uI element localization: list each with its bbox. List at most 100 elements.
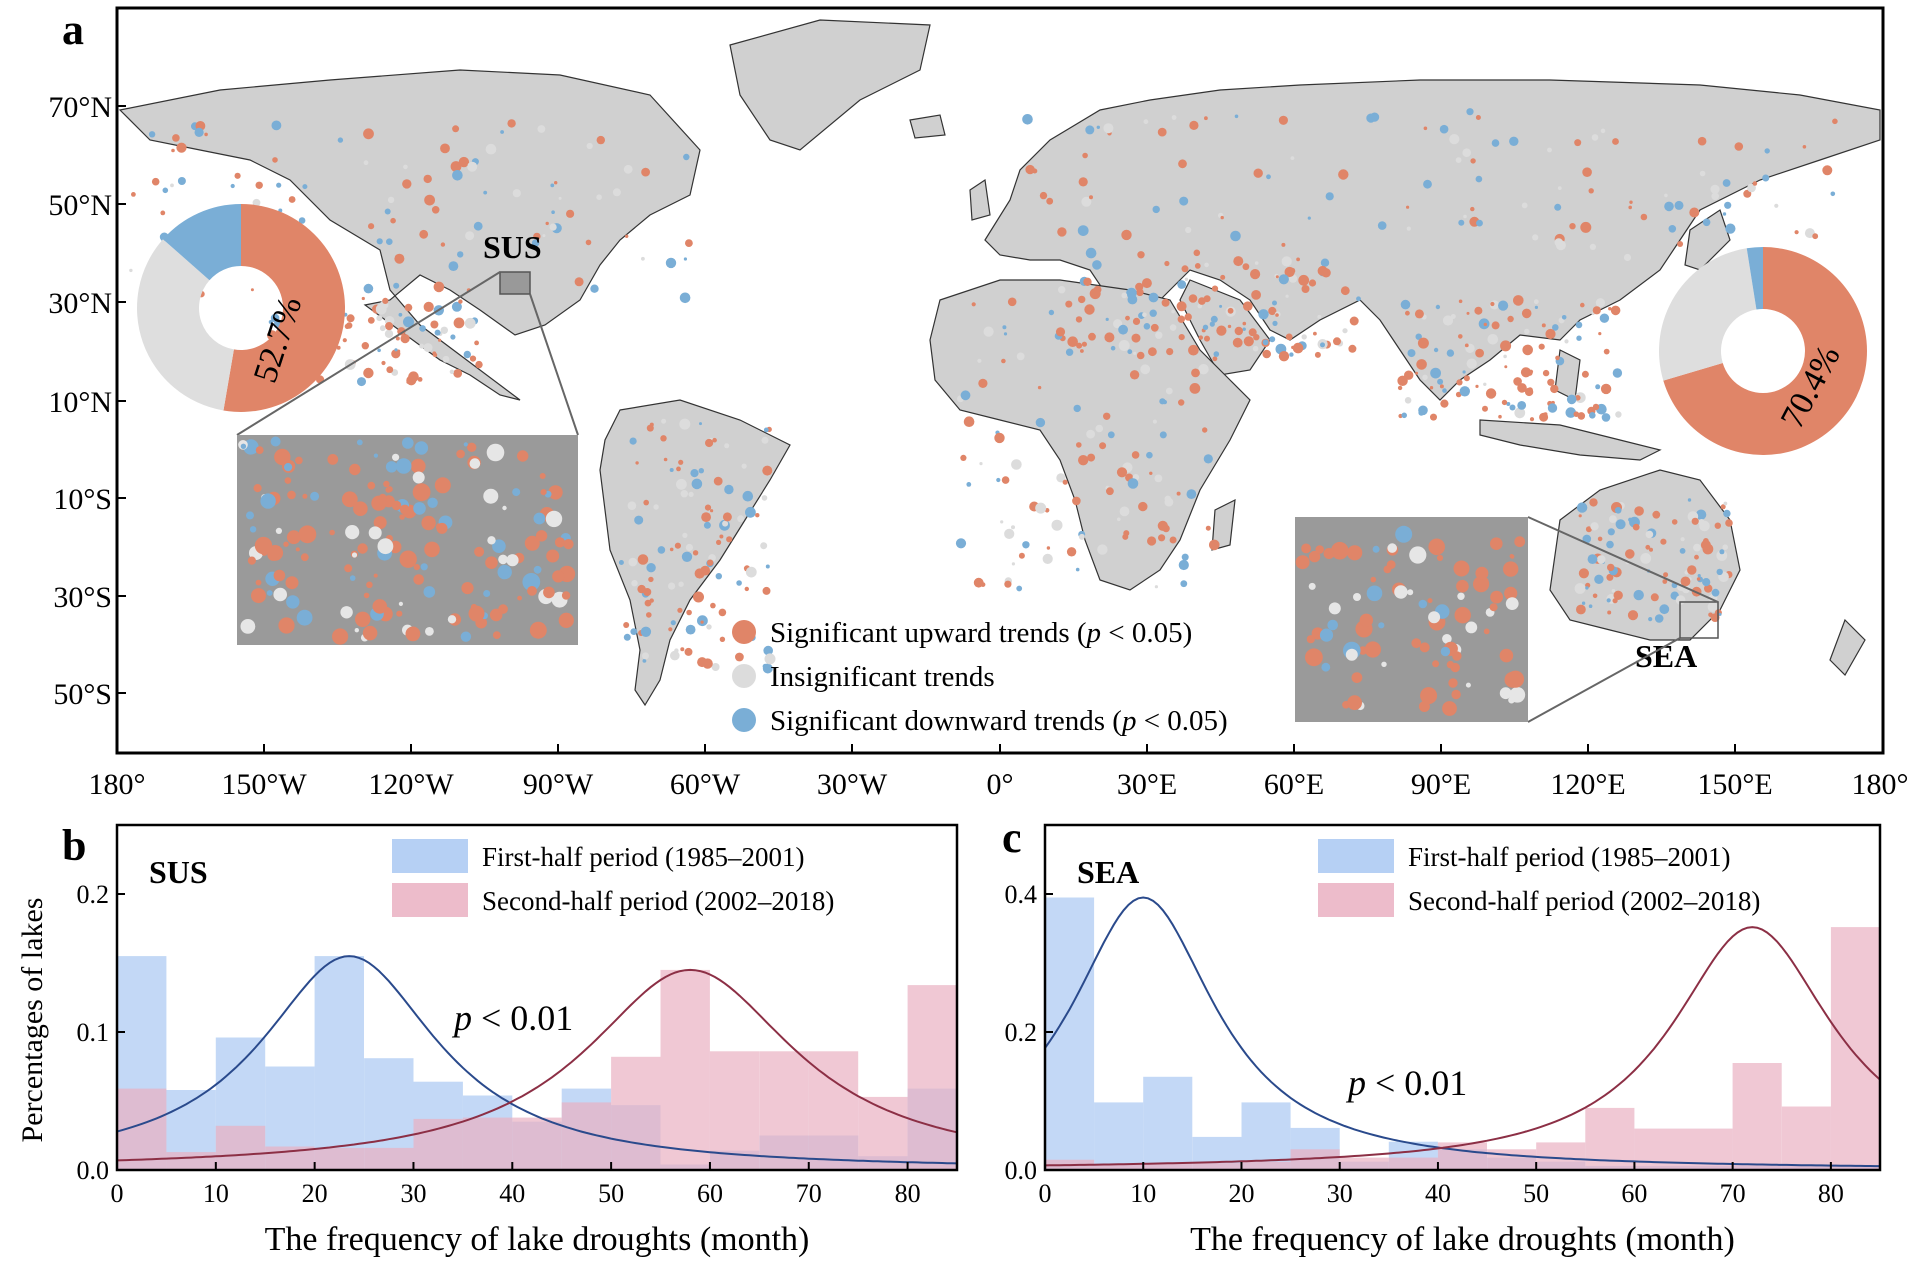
inset-lake-dot: [545, 510, 563, 528]
lake-dot: [1400, 299, 1411, 310]
lake-dot: [268, 319, 273, 325]
lake-dot: [1569, 223, 1576, 230]
lake-dot: [710, 602, 716, 609]
lake-dot: [1723, 501, 1728, 506]
lake-dot: [1774, 203, 1779, 208]
histogram-bar: [1094, 1102, 1144, 1170]
lake-dot: [1340, 286, 1350, 296]
lake-dot: [1422, 374, 1428, 380]
lake-dot: [674, 542, 682, 549]
inset-lake-dot: [341, 491, 358, 508]
lake-dot: [1752, 181, 1758, 186]
lake-dot: [449, 369, 455, 374]
lake-dot: [1035, 502, 1047, 514]
lake-dot: [648, 576, 654, 583]
lake-dot: [1565, 407, 1577, 418]
lake-dot: [763, 645, 773, 656]
lake-dot: [1677, 241, 1684, 247]
lake-dot: [432, 351, 437, 356]
lake-dot: [1711, 588, 1720, 597]
p-value-annotation: p < 0.01: [1345, 1063, 1467, 1103]
lake-dot: [1725, 519, 1733, 527]
lake-dot: [430, 320, 439, 329]
inset-lake-dot: [1301, 543, 1311, 554]
inset-lake-dot: [512, 488, 521, 497]
inset-lake-dot: [1419, 642, 1430, 653]
lake-dot: [1089, 288, 1101, 300]
lake-dot: [1242, 321, 1247, 326]
inset-lake-dot: [414, 441, 429, 455]
lake-dot: [1475, 348, 1484, 358]
lake-dot: [1716, 568, 1723, 576]
lake-dot: [440, 143, 450, 154]
lake-dot: [1169, 536, 1177, 544]
britain: [969, 178, 991, 221]
lake-dot: [1298, 274, 1310, 286]
inset-lake-dot: [396, 610, 403, 617]
panel-c-plot: 0 10 20 30 40 50 60 70 80 0.0 0.2 0.4 The frequency …: [1005, 823, 1882, 1258]
lake-dot: [1066, 547, 1077, 557]
lake-dot: [663, 457, 668, 462]
lake-dot: [715, 573, 722, 580]
inset-lake-dot: [373, 453, 378, 458]
lake-dot: [1132, 317, 1141, 325]
legend-swatch: [1318, 883, 1394, 917]
lake-dot: [960, 454, 967, 461]
lake-dot: [1450, 314, 1456, 319]
lake-dot: [1210, 315, 1218, 323]
panel-c-label: c: [1002, 813, 1022, 862]
lake-dot: [1150, 323, 1159, 332]
lake-dot: [1116, 467, 1128, 478]
lake-dot: [1301, 334, 1307, 340]
lake-dot: [1577, 412, 1586, 420]
lake-dot: [1406, 205, 1410, 209]
lake-dot: [1557, 186, 1562, 191]
lake-dot: [1722, 544, 1728, 550]
inset-lake-dot: [240, 619, 256, 634]
lake-dot: [1547, 403, 1558, 413]
lake-dot: [1107, 431, 1115, 439]
inset-lake-dot: [492, 631, 501, 639]
inset-lake-dot: [1465, 682, 1471, 688]
lake-dot: [1085, 125, 1095, 135]
legend-label: Second-half period (2002–2018): [482, 886, 834, 916]
lake-dot: [1614, 507, 1622, 514]
inset-lake-dot: [485, 556, 498, 569]
lake-dot: [1042, 553, 1053, 565]
lake-dot: [434, 329, 441, 336]
lake-dot: [550, 183, 555, 188]
lake-dot: [1103, 123, 1114, 134]
lake-dot: [1254, 261, 1259, 265]
lake-dot: [1458, 299, 1463, 304]
lon-label: 120°W: [368, 768, 454, 801]
lake-dot: [384, 329, 394, 338]
lake-dot: [204, 132, 208, 137]
lon-label: 0°: [987, 768, 1014, 801]
lake-dot: [1561, 315, 1567, 320]
lake-dot: [1547, 378, 1555, 386]
lake-dot: [1056, 473, 1066, 483]
lake-dot: [1600, 128, 1606, 134]
lake-dot: [1143, 119, 1149, 125]
y-tick-label: 0.4: [1005, 880, 1038, 909]
inset-lake-dot: [354, 628, 359, 633]
inset-lake-dot: [345, 525, 360, 540]
lake-dot: [1252, 345, 1259, 352]
sea-connector: [1527, 637, 1681, 723]
eurasia: [984, 79, 1881, 401]
histogram-bar: [1339, 1157, 1389, 1170]
lake-dot: [1278, 351, 1290, 362]
inset-lake-dot: [413, 502, 426, 515]
lake-dot: [596, 135, 605, 145]
inset-lake-dot: [1351, 672, 1363, 683]
inset-lake-dot: [461, 582, 474, 595]
lake-dot: [736, 580, 742, 586]
lake-dot: [761, 436, 769, 444]
lake-dot: [1455, 157, 1462, 164]
sus-connector: [529, 293, 579, 436]
inset-lake-dot: [558, 612, 574, 629]
inset-lake-dot: [1451, 689, 1461, 700]
lake-dot: [1576, 502, 1588, 513]
inset-lake-dot: [543, 586, 555, 599]
inset-lake-dot: [1364, 641, 1381, 658]
